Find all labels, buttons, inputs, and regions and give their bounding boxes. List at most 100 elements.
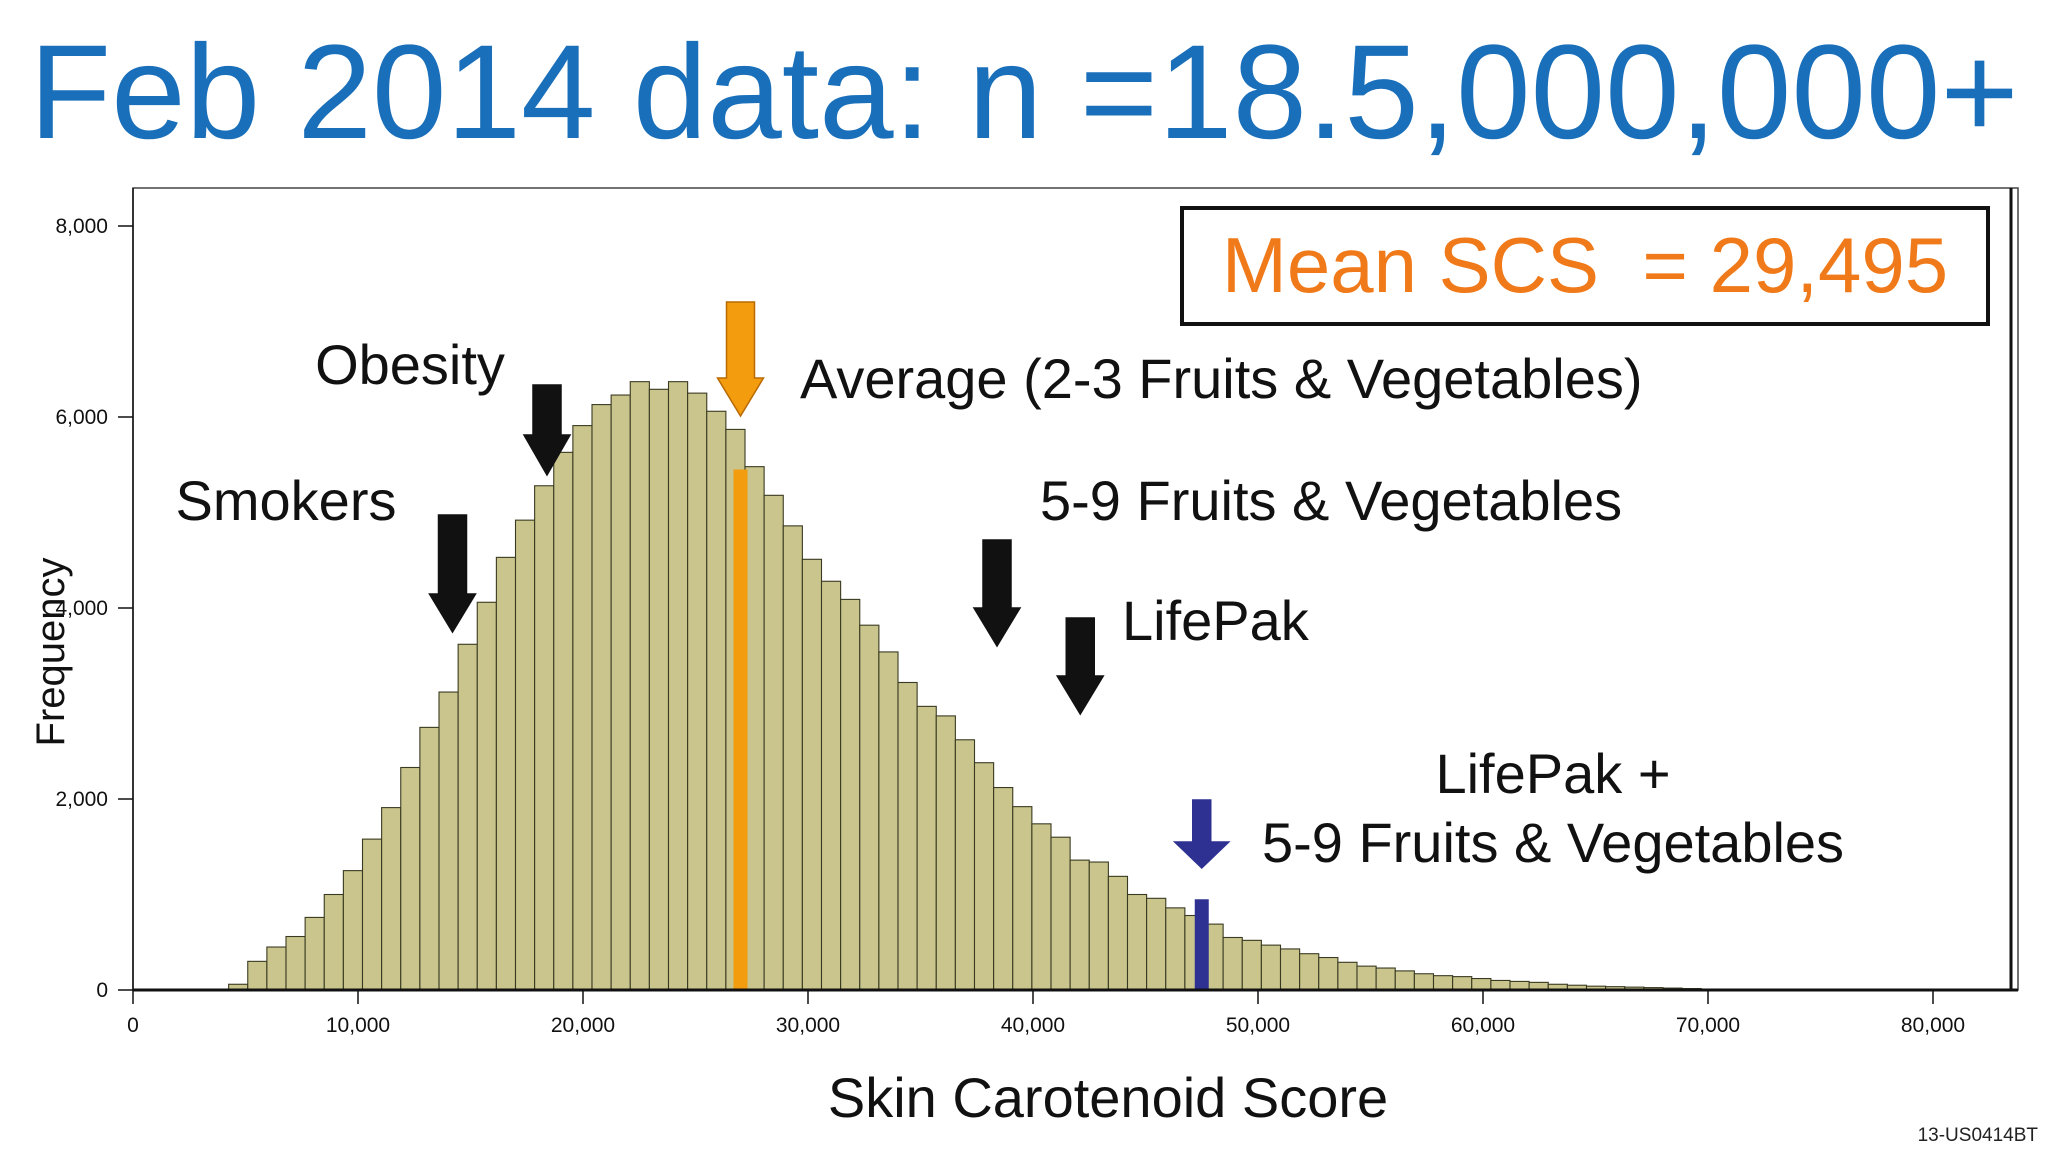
annotation-label: LifePak + xyxy=(1435,742,1670,805)
annotation-label: LifePak xyxy=(1122,589,1310,652)
annotation-label: Smokers xyxy=(176,469,397,532)
histogram-bar xyxy=(1318,956,1339,991)
histogram-bar xyxy=(820,580,842,991)
histogram-bar xyxy=(1260,944,1282,991)
y-axis-title: Frequency xyxy=(29,558,73,747)
histogram-bar xyxy=(1031,823,1052,991)
x-tick-label: 30,000 xyxy=(776,1014,840,1037)
histogram-bar xyxy=(1356,965,1377,991)
histogram-bar xyxy=(1279,948,1301,991)
page-title: Feb 2014 data: n =18.5,000,000+ xyxy=(29,18,2019,167)
histogram-bar xyxy=(648,388,670,991)
histogram-bar xyxy=(1413,973,1435,991)
histogram-bar xyxy=(304,916,325,991)
obesity-arrow-icon xyxy=(522,384,572,477)
histogram-bar xyxy=(495,556,517,991)
histogram-bar xyxy=(1126,893,1148,991)
x-tick-label: 50,000 xyxy=(1226,1014,1290,1037)
smokers-arrow-icon xyxy=(428,514,477,634)
histogram-bar xyxy=(1375,967,1396,991)
histogram-bar xyxy=(840,598,861,991)
y-tick-label: 2,000 xyxy=(55,788,108,811)
histogram-bar xyxy=(323,893,344,991)
histogram-bar xyxy=(1088,861,1109,991)
mean-box xyxy=(1180,206,1990,326)
annotations: Obesity Smokers Average (2-3 Fruits & Vege… xyxy=(176,301,1844,874)
axes: 0 2,000 4,000 6,000 8,000 0 10,000 20,000 30,000… xyxy=(55,188,2018,1037)
y-tick-label: 8,000 xyxy=(55,215,108,238)
histogram-bar xyxy=(285,935,306,991)
fv-arrow-icon xyxy=(972,539,1022,648)
histogram-bar xyxy=(763,494,784,991)
histogram-bar xyxy=(457,643,478,991)
histogram-bar xyxy=(572,425,593,991)
histogram-bar xyxy=(1337,961,1358,991)
histogram-bar xyxy=(687,392,708,991)
annotation-label: Average (2-3 Fruits & Vegetables) xyxy=(800,347,1643,410)
average-highlight-bar xyxy=(733,469,748,990)
lifepak-fv-arrow-icon xyxy=(1172,799,1231,870)
histogram-bar xyxy=(419,726,440,991)
histogram-bar xyxy=(782,525,803,991)
x-tick-label: 70,000 xyxy=(1676,1014,1740,1037)
x-tick-label: 10,000 xyxy=(326,1014,390,1037)
histogram-bar xyxy=(1299,953,1320,991)
histogram-bar xyxy=(514,519,536,991)
x-tick-label: 0 xyxy=(127,1014,139,1037)
histogram-bar xyxy=(361,838,383,991)
lifepak-highlight-bar xyxy=(1194,899,1209,990)
lifepak-arrow-icon xyxy=(1055,617,1105,716)
annotation-label: Obesity xyxy=(315,333,505,396)
histogram-bar xyxy=(973,762,995,991)
histogram-bar xyxy=(1471,977,1492,991)
histogram-bar xyxy=(897,681,918,991)
histogram-bar xyxy=(1012,806,1033,991)
histogram-bar xyxy=(706,410,727,991)
histogram-bar xyxy=(1452,976,1473,991)
x-axis-title: Skin Carotenoid Score xyxy=(828,1066,1388,1129)
histogram-bar xyxy=(553,451,574,991)
histogram-bar xyxy=(266,946,287,991)
histogram-bar xyxy=(534,485,555,991)
histogram-bar xyxy=(1394,970,1415,991)
histogram-bar xyxy=(610,394,631,991)
histogram-bar xyxy=(744,466,765,991)
histogram-bar xyxy=(878,651,899,991)
histogram-bar xyxy=(1146,897,1167,991)
average-arrow-icon xyxy=(716,301,765,418)
histogram-bar xyxy=(954,739,976,991)
x-tick-label: 80,000 xyxy=(1901,1014,1965,1037)
histogram-bar xyxy=(1432,975,1454,991)
histogram-bar xyxy=(1069,859,1090,991)
histogram-bar xyxy=(801,558,823,991)
histogram-bar xyxy=(400,766,421,991)
y-tick-label: 4,000 xyxy=(55,597,108,620)
mean-box-text: Mean SCS = 29,495 xyxy=(1222,221,1948,309)
histogram-bar xyxy=(1165,907,1186,991)
histogram-bar xyxy=(629,381,650,991)
x-tick-label: 40,000 xyxy=(1001,1014,1065,1037)
histogram-bar xyxy=(935,715,956,991)
x-tick-label: 60,000 xyxy=(1451,1014,1515,1037)
histogram-bar xyxy=(1050,836,1071,991)
histogram-bar xyxy=(342,870,364,991)
histogram-bar xyxy=(247,960,268,991)
highlight-bars xyxy=(733,469,1209,990)
histogram-bar xyxy=(1241,939,1262,991)
histogram-bar xyxy=(916,705,937,991)
histogram-bar xyxy=(993,786,1014,991)
y-tick-label: 6,000 xyxy=(55,406,108,429)
x-tick-label: 20,000 xyxy=(551,1014,615,1037)
histogram-bar xyxy=(381,807,402,991)
y-tick-label: 0 xyxy=(96,979,108,1002)
histogram-bar xyxy=(438,691,459,991)
histogram-bar xyxy=(1107,875,1129,991)
histogram-bar xyxy=(859,624,880,991)
annotation-label: 5-9 Fruits & Vegetables xyxy=(1040,469,1622,532)
histogram-bar xyxy=(476,601,497,991)
annotation-label: 5-9 Fruits & Vegetables xyxy=(1262,811,1844,874)
histogram-bar xyxy=(1222,936,1243,991)
histogram-bar xyxy=(667,381,689,991)
slide-code: 13-US0414BT xyxy=(1917,1125,2038,1146)
